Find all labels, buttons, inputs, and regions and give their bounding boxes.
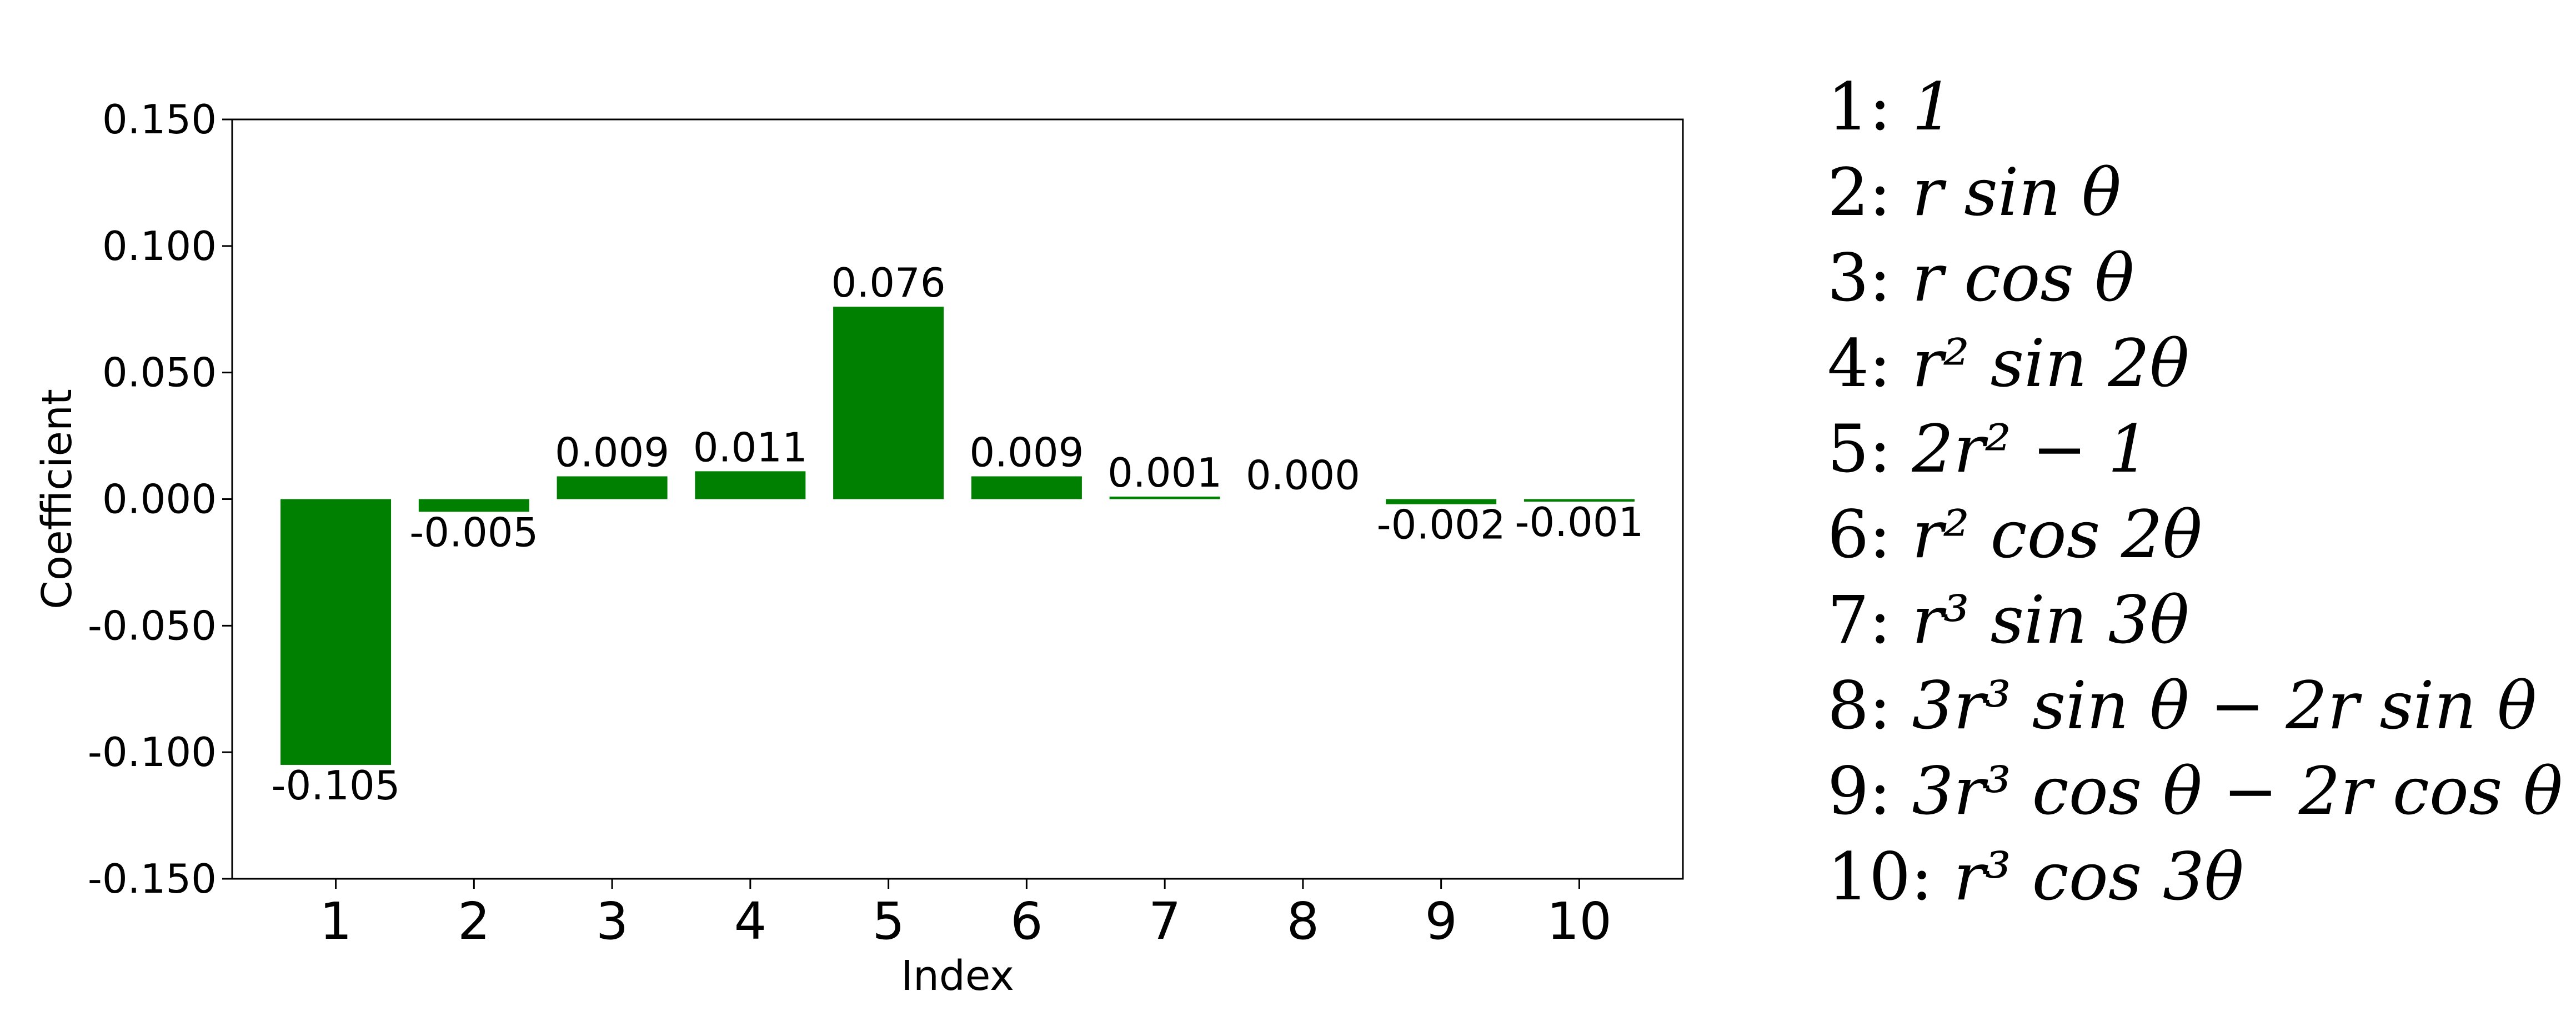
data-label-10: -0.001	[1515, 499, 1643, 545]
x-tick-label: 5	[872, 892, 905, 951]
y-tick-label: -0.150	[88, 855, 217, 902]
x-tick-label: 9	[1425, 892, 1457, 951]
bar-4	[695, 471, 806, 499]
bar-3	[557, 476, 668, 499]
x-tick-label: 10	[1547, 892, 1612, 951]
x-tick-label: 7	[1149, 892, 1181, 951]
legend-index: 1:	[1827, 68, 1912, 145]
y-tick-label: 0.150	[102, 96, 217, 143]
y-axis: 0.150 0.100 0.050 0.000 -0.050 -0.100 -0.150	[88, 96, 232, 902]
data-label-3: 0.009	[555, 429, 669, 476]
legend-formula: r³ cos 3θ	[1953, 838, 2244, 915]
legend-index: 10:	[1827, 838, 1954, 915]
legend-item: 4: r² sin 2θ	[1827, 321, 2560, 406]
bars-group	[280, 307, 1635, 765]
legend-index: 6:	[1827, 496, 1912, 573]
legend-index: 3:	[1827, 239, 1912, 316]
legend-formula: 3r³ sin θ − 2r sin θ	[1912, 667, 2537, 744]
data-labels-group: -0.105 -0.005 0.009 0.011 0.076 0.009 0.001 0.0…	[272, 259, 1644, 809]
y-tick-label: -0.100	[88, 729, 217, 775]
legend-index: 8:	[1827, 667, 1912, 744]
bar-5	[833, 307, 944, 499]
legend-item: 2: r sin θ	[1827, 149, 2560, 235]
legend-formula: 1	[1912, 68, 1954, 145]
legend-formula: 2r² − 1	[1912, 411, 2150, 487]
legend-item: 7: r³ sin 3θ	[1827, 577, 2560, 663]
data-label-5: 0.076	[831, 259, 946, 306]
legend-formula: r² sin 2θ	[1912, 325, 2189, 402]
x-axis-title: Index	[901, 952, 1014, 1000]
x-tick-label: 1	[319, 892, 352, 951]
x-tick-label: 3	[596, 892, 629, 951]
data-label-9: -0.002	[1377, 502, 1506, 548]
y-axis-title: Coefficient	[33, 389, 81, 609]
legend: 1: 1 2: r sin θ 3: r cos θ 4: r² sin 2θ 5: 2…	[1827, 64, 2563, 919]
x-tick-label: 6	[1010, 892, 1043, 951]
x-tick-label: 2	[458, 892, 490, 951]
legend-formula: 3r³ cos θ − 2r cos θ	[1912, 753, 2563, 829]
y-tick-label: 0.100	[102, 223, 217, 269]
legend-index: 4:	[1827, 325, 1912, 402]
bar-6	[971, 476, 1082, 499]
legend-index: 9:	[1827, 753, 1912, 829]
legend-formula: r cos θ	[1912, 239, 2134, 316]
x-tick-label: 4	[734, 892, 767, 951]
bar-1	[280, 499, 392, 765]
legend-index: 5:	[1827, 411, 1912, 487]
legend-formula: r² cos 2θ	[1912, 496, 2202, 573]
bar-7	[1109, 496, 1220, 499]
data-label-8: 0.000	[1246, 452, 1360, 499]
x-tick-label: 8	[1287, 892, 1320, 951]
legend-index: 2:	[1827, 154, 1912, 231]
y-tick-label: -0.050	[88, 602, 217, 649]
legend-item: 3: r cos θ	[1827, 235, 2560, 321]
legend-item: 8: 3r³ sin θ − 2r sin θ	[1827, 663, 2560, 748]
bar-9	[1386, 499, 1497, 504]
legend-item: 5: 2r² − 1	[1827, 406, 2560, 492]
legend-item: 10: r³ cos 3θ	[1827, 834, 2560, 919]
y-tick-label: 0.000	[102, 476, 217, 523]
x-axis: 1 2 3 4 5 6 7 8 9 10	[319, 879, 1612, 951]
legend-item: 9: 3r³ cos θ − 2r cos θ	[1827, 748, 2563, 834]
legend-index: 7:	[1827, 582, 1912, 658]
data-label-2: -0.005	[409, 509, 538, 555]
y-tick-label: 0.050	[102, 349, 217, 396]
data-label-4: 0.011	[693, 424, 808, 471]
bar-10	[1523, 499, 1635, 502]
legend-formula: r sin θ	[1912, 154, 2122, 231]
legend-item: 1: 1	[1827, 64, 2560, 149]
bar-2	[418, 499, 529, 512]
legend-item: 6: r² cos 2θ	[1827, 492, 2560, 577]
legend-formula: r³ sin 3θ	[1912, 582, 2189, 658]
data-label-6: 0.009	[969, 429, 1084, 476]
data-label-7: 0.001	[1107, 449, 1222, 496]
data-label-1: -0.105	[272, 762, 400, 809]
